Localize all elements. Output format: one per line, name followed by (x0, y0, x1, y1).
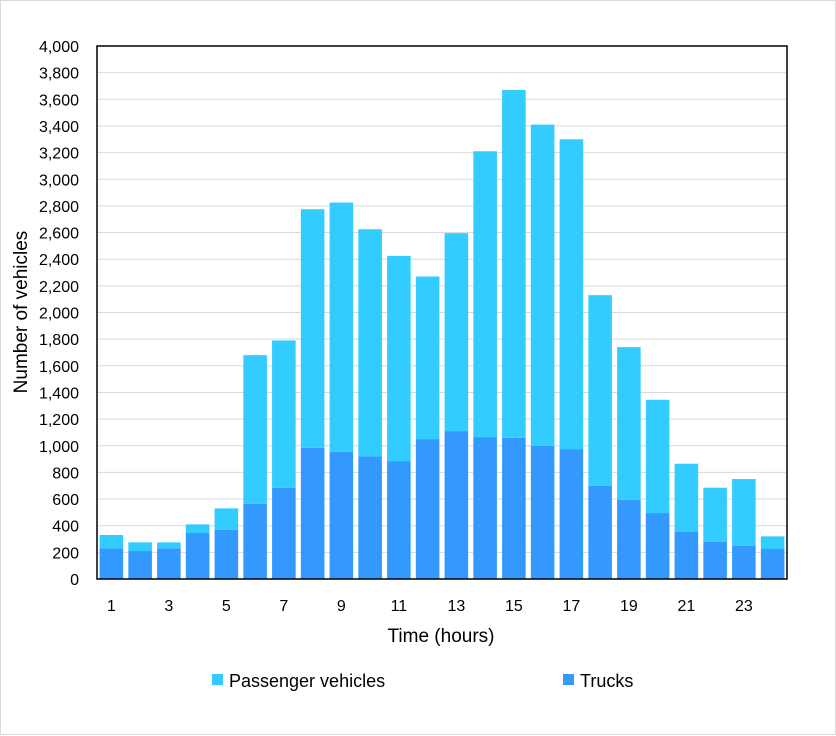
y-tick-label: 400 (52, 519, 79, 536)
bar-segment-passenger-vehicles (214, 508, 239, 530)
bar-segment-trucks (732, 545, 756, 579)
x-axis-title: Time (hours) (388, 626, 495, 647)
x-tick-label: 19 (620, 598, 638, 615)
bar-segment-trucks (530, 445, 555, 579)
y-tick-label: 2,000 (39, 306, 79, 323)
bar-segment-passenger-vehicles (300, 209, 325, 448)
bar-segment-passenger-vehicles (415, 276, 440, 440)
y-tick-label: 2,400 (39, 252, 79, 269)
bar-segment-passenger-vehicles (444, 233, 469, 432)
x-tick-label: 3 (164, 598, 173, 615)
y-tick-label: 3,400 (39, 119, 79, 136)
y-tick-label: 2,800 (39, 199, 79, 216)
x-tick-label: 11 (391, 598, 408, 615)
bar-segment-trucks (444, 431, 469, 579)
bar-segment-passenger-vehicles (674, 463, 699, 532)
legend-label-passenger-vehicles: Passenger vehicles (229, 671, 385, 691)
x-tick-label: 13 (447, 598, 465, 615)
bar-segment-passenger-vehicles (760, 536, 785, 550)
bar-segment-passenger-vehicles (243, 355, 267, 504)
bar-segment-trucks (760, 549, 785, 579)
bar-segment-trucks (157, 548, 181, 579)
bar-segment-trucks (588, 485, 612, 579)
bar-segment-trucks (703, 541, 727, 579)
y-tick-label: 600 (52, 492, 79, 509)
bar-segment-passenger-vehicles (530, 124, 555, 446)
bar-segment-trucks (415, 439, 440, 579)
y-tick-label: 1,400 (39, 385, 79, 402)
bar-segment-passenger-vehicles (588, 295, 612, 486)
bar-segment-trucks (300, 447, 325, 579)
y-tick-label: 800 (52, 465, 79, 482)
y-tick-label: 3,600 (39, 92, 79, 109)
bar-segment-trucks (617, 499, 641, 579)
bar-segment-passenger-vehicles (703, 487, 727, 542)
bar-segment-trucks (272, 487, 296, 579)
plot-border (96, 45, 788, 580)
bar-segment-passenger-vehicles (559, 139, 584, 450)
x-tick-label: 7 (279, 598, 288, 615)
bar-segment-passenger-vehicles (157, 542, 181, 549)
legend-label-trucks: Trucks (580, 671, 633, 691)
bar-segment-trucks (128, 551, 152, 579)
y-axis-title: Number of vehicles (11, 231, 32, 394)
bar-segment-trucks (674, 531, 699, 579)
bar-segment-trucks (473, 437, 497, 579)
y-tick-label: 3,800 (39, 66, 79, 83)
bar-segment-trucks (559, 449, 584, 579)
y-axis-ticks: 0 200 400 600 800 1,000 1,200 1,400 1,600 1,800 2,… (39, 39, 79, 589)
bar-segment-passenger-vehicles (732, 479, 756, 546)
bar-segment-passenger-vehicles (473, 151, 497, 438)
y-tick-label: 1,800 (39, 332, 79, 349)
x-tick-label: 21 (677, 598, 695, 615)
gridlines (97, 72, 787, 553)
bar-segment-trucks (99, 548, 124, 579)
legend-swatch-trucks (563, 674, 574, 685)
y-tick-label: 1,000 (39, 439, 79, 456)
y-tick-label: 3,200 (39, 146, 79, 163)
bar-segment-trucks (185, 533, 210, 579)
x-tick-label: 23 (735, 598, 753, 615)
bar-segment-passenger-vehicles (358, 229, 382, 457)
bars (99, 89, 785, 579)
bar-segment-trucks (387, 461, 411, 579)
bar-segment-passenger-vehicles (329, 202, 354, 452)
x-tick-label: 5 (222, 598, 231, 615)
x-tick-label: 17 (562, 598, 580, 615)
bar-segment-trucks (502, 437, 526, 579)
y-tick-label: 2,200 (39, 279, 79, 296)
bar-segment-passenger-vehicles (387, 255, 411, 462)
y-tick-label: 4,000 (39, 39, 79, 56)
x-tick-label: 15 (505, 598, 523, 615)
legend-swatch-passenger-vehicles (212, 674, 223, 685)
y-tick-label: 3,000 (39, 172, 79, 189)
bar-segment-passenger-vehicles (272, 340, 296, 488)
bar-segment-passenger-vehicles (99, 535, 124, 549)
legend: Passenger vehicles Trucks (212, 671, 633, 691)
y-tick-label: 1,600 (39, 359, 79, 376)
bar-segment-trucks (214, 529, 239, 579)
bar-segment-passenger-vehicles (128, 542, 152, 552)
x-axis-ticks: 1 3 5 7 9 11 13 15 17 19 21 23 (107, 598, 753, 615)
x-tick-label: 1 (107, 598, 116, 615)
bar-segment-trucks (329, 451, 354, 579)
bar-segment-trucks (358, 456, 382, 579)
y-tick-label: 0 (70, 572, 79, 589)
bar-segment-passenger-vehicles (185, 524, 210, 534)
y-tick-label: 200 (52, 545, 79, 562)
bar-segment-trucks (645, 513, 670, 579)
bar-segment-passenger-vehicles (645, 399, 670, 514)
bar-segment-passenger-vehicles (502, 89, 526, 438)
y-tick-label: 1,200 (39, 412, 79, 429)
bar-segment-passenger-vehicles (617, 347, 641, 500)
y-tick-label: 2,600 (39, 226, 79, 243)
bar-segment-trucks (243, 503, 267, 579)
x-tick-label: 9 (337, 598, 346, 615)
